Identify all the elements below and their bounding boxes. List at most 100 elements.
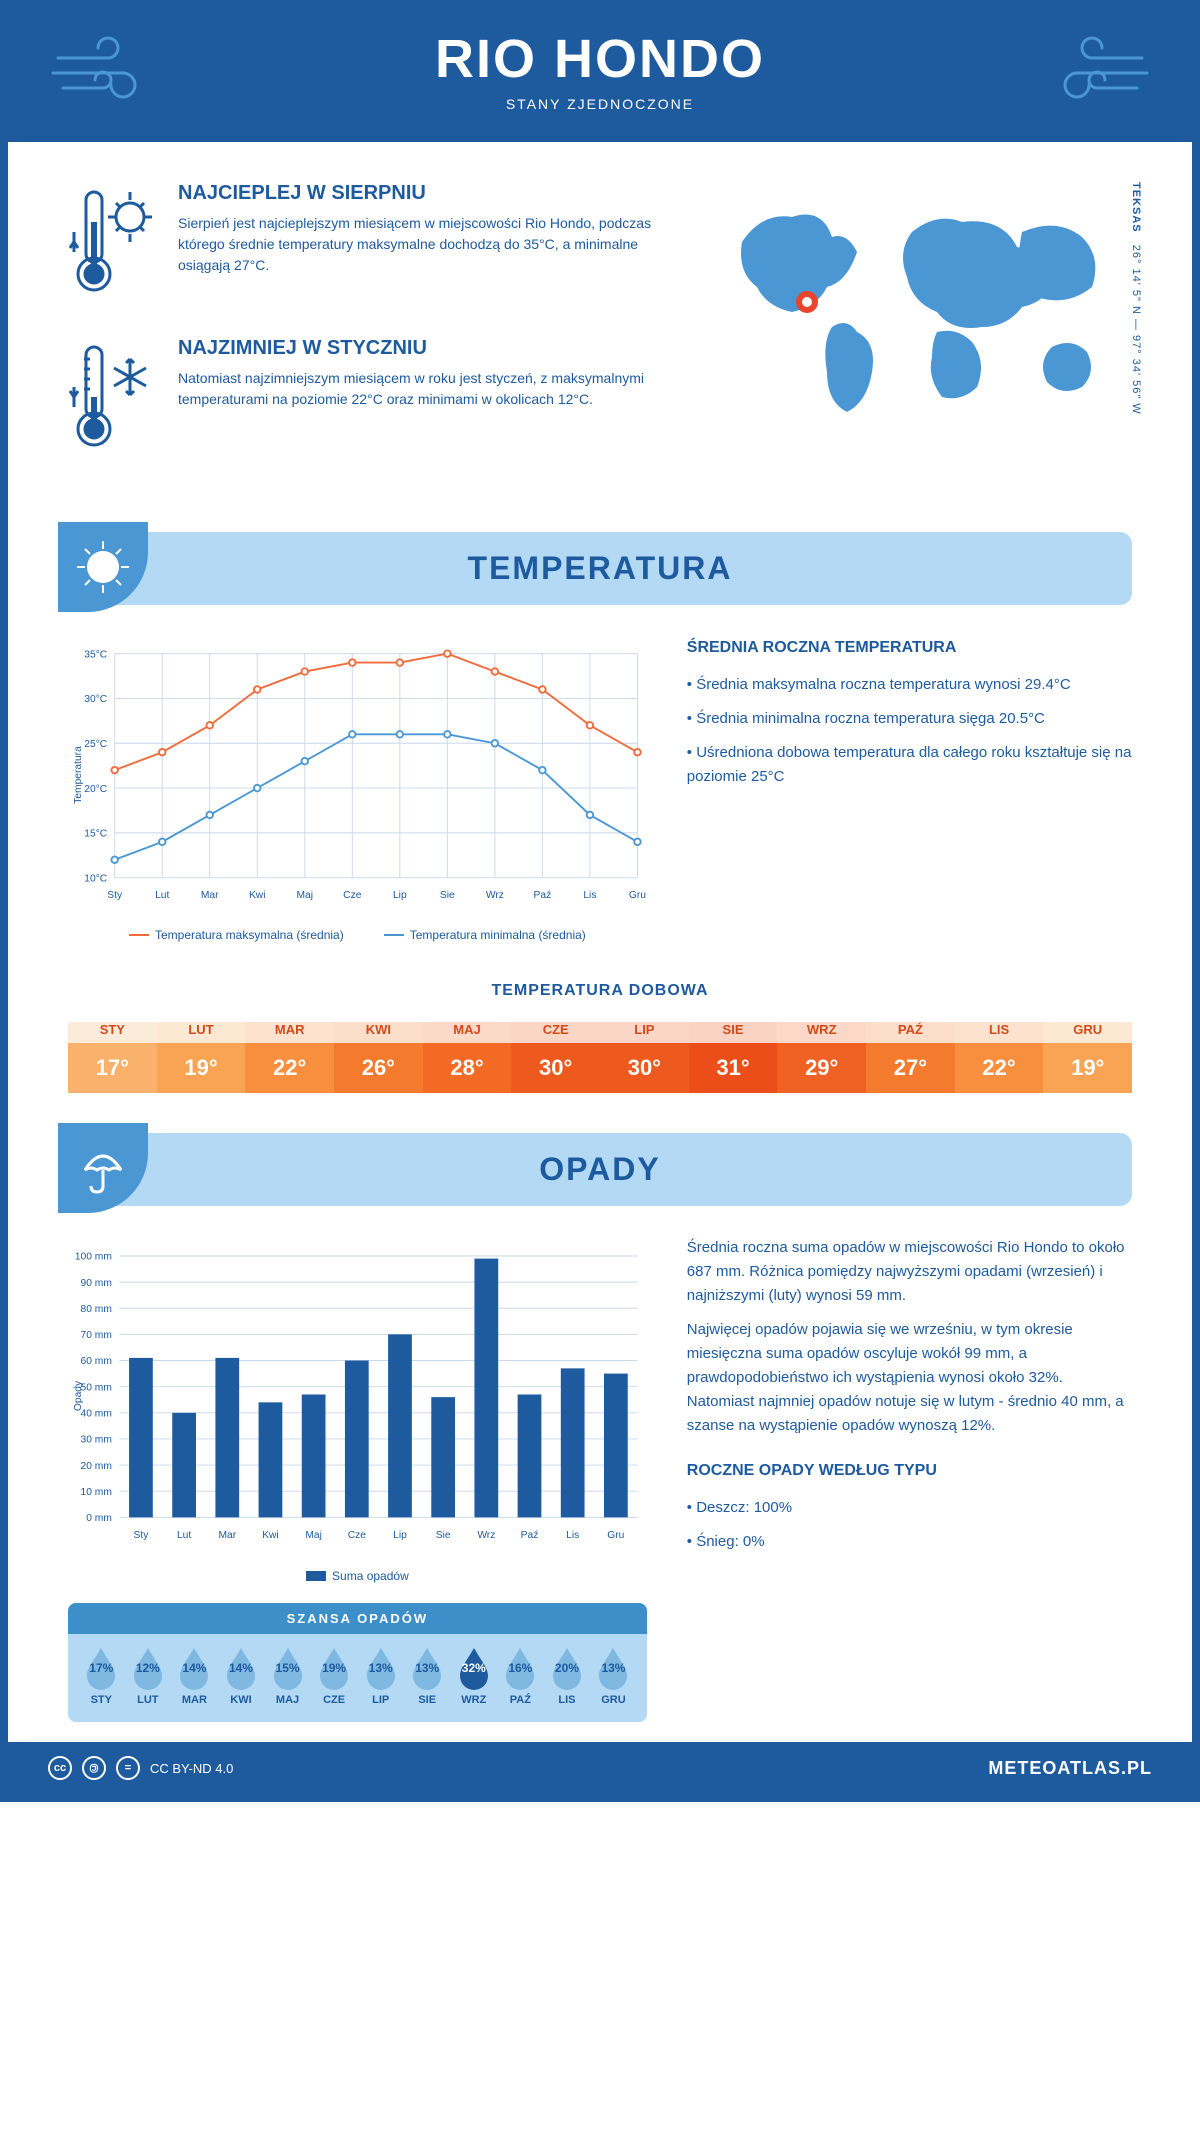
svg-text:Maj: Maj <box>297 890 314 901</box>
svg-text:Wrz: Wrz <box>486 890 504 901</box>
daily-cell: PAŹ 27° <box>866 1012 955 1103</box>
umbrella-icon <box>58 1123 148 1213</box>
daily-cell: SIE 31° <box>689 1012 778 1103</box>
precip-content: 0 mm10 mm20 mm30 mm40 mm50 mm60 mm70 mm8… <box>8 1216 1192 1742</box>
thermometer-cold-icon <box>68 337 158 462</box>
daily-cell: LIS 22° <box>955 1012 1044 1103</box>
chance-drop: 17% STY <box>78 1646 125 1706</box>
svg-text:Lut: Lut <box>155 890 169 901</box>
svg-text:30 mm: 30 mm <box>81 1435 112 1446</box>
svg-text:Opady: Opady <box>73 1380 84 1411</box>
svg-text:Maj: Maj <box>305 1530 322 1541</box>
svg-text:60 mm: 60 mm <box>81 1356 112 1367</box>
license-text: CC BY-ND 4.0 <box>150 1761 233 1776</box>
site-name: METEOATLAS.PL <box>988 1758 1152 1779</box>
svg-text:Sie: Sie <box>436 1530 451 1541</box>
precip-side-text: Średnia roczna suma opadów w miejscowośc… <box>687 1236 1132 1722</box>
svg-text:Paź: Paź <box>534 890 552 901</box>
svg-text:Gru: Gru <box>629 890 646 901</box>
daily-cell: WRZ 29° <box>777 1012 866 1103</box>
svg-text:40 mm: 40 mm <box>81 1409 112 1420</box>
temp-section-title: TEMPERATURA <box>68 550 1132 587</box>
cold-body: Natomiast najzimniejszym miesiącem w rok… <box>178 368 672 410</box>
cold-title: NAJZIMNIEJ W STYCZNIU <box>178 337 672 360</box>
page: RIO HONDO STANY ZJEDNOCZONE NAJCIEPLEJ W… <box>0 0 1200 1802</box>
svg-text:Lut: Lut <box>177 1530 191 1541</box>
header-banner: RIO HONDO STANY ZJEDNOCZONE <box>8 8 1192 142</box>
sun-icon <box>58 522 148 612</box>
world-map: TEKSAS 26° 14' 5" N — 97° 34' 56" W <box>712 182 1132 492</box>
svg-text:Cze: Cze <box>343 890 362 901</box>
hot-body: Sierpień jest najcieplejszym miesiącem w… <box>178 213 672 276</box>
temp-legend: Temperatura maksymalna (średnia) Tempera… <box>68 928 647 942</box>
chance-drop: 16% PAŹ <box>497 1646 544 1706</box>
svg-text:15°C: 15°C <box>84 829 108 840</box>
hot-block: NAJCIEPLEJ W SIERPNIU Sierpień jest najc… <box>68 182 672 307</box>
wind-icon <box>48 28 168 108</box>
temp-content: 10°C15°C20°C25°C30°C35°CStyLutMarKwiMajC… <box>8 615 1192 962</box>
chance-drop: 19% CZE <box>311 1646 358 1706</box>
daily-cell: LIP 30° <box>600 1012 689 1103</box>
svg-text:Lip: Lip <box>393 890 407 901</box>
svg-text:10 mm: 10 mm <box>81 1487 112 1498</box>
daily-cell: LUT 19° <box>157 1012 246 1103</box>
wind-icon <box>1032 28 1152 108</box>
daily-cell: MAR 22° <box>245 1012 334 1103</box>
daily-cell: KWI 26° <box>334 1012 423 1103</box>
footer: cc 🄯 = CC BY-ND 4.0 METEOATLAS.PL <box>8 1742 1192 1794</box>
svg-text:10°C: 10°C <box>84 873 108 884</box>
svg-text:80 mm: 80 mm <box>81 1304 112 1315</box>
svg-text:30°C: 30°C <box>84 694 108 705</box>
chance-drop: 13% LIP <box>357 1646 404 1706</box>
daily-temp-table: STY 17° LUT 19° MAR 22° KWI 26° MAJ 28° … <box>68 1012 1132 1103</box>
svg-text:25°C: 25°C <box>84 739 108 750</box>
coordinates: TEKSAS 26° 14' 5" N — 97° 34' 56" W <box>1130 182 1142 415</box>
svg-text:Gru: Gru <box>607 1530 624 1541</box>
hot-title: NAJCIEPLEJ W SIERPNIU <box>178 182 672 205</box>
svg-text:Mar: Mar <box>218 1530 236 1541</box>
svg-text:90 mm: 90 mm <box>81 1278 112 1289</box>
svg-text:Kwi: Kwi <box>262 1530 279 1541</box>
precip-section-title: OPADY <box>68 1151 1132 1188</box>
svg-text:35°C: 35°C <box>84 649 108 660</box>
chance-drop: 15% MAJ <box>264 1646 311 1706</box>
svg-text:Lis: Lis <box>566 1530 579 1541</box>
precipitation-bar-chart: 0 mm10 mm20 mm30 mm40 mm50 mm60 mm70 mm8… <box>68 1236 647 1556</box>
svg-text:100 mm: 100 mm <box>75 1252 112 1263</box>
daily-temp-title: TEMPERATURA DOBOWA <box>8 982 1192 1000</box>
chance-drop: 14% KWI <box>218 1646 265 1706</box>
page-title: RIO HONDO <box>435 28 765 90</box>
chance-box: SZANSA OPADÓW 17% STY 12% LUT 14% MAR 14… <box>68 1603 647 1722</box>
svg-text:Lis: Lis <box>583 890 596 901</box>
svg-text:Mar: Mar <box>201 890 219 901</box>
daily-cell: MAJ 28° <box>423 1012 512 1103</box>
chance-drop: 13% GRU <box>590 1646 637 1706</box>
page-subtitle: STANY ZJEDNOCZONE <box>435 96 765 112</box>
svg-text:50 mm: 50 mm <box>81 1382 112 1393</box>
svg-text:Sie: Sie <box>440 890 455 901</box>
svg-text:Cze: Cze <box>348 1530 367 1541</box>
chance-title: SZANSA OPADÓW <box>68 1603 647 1634</box>
chance-drop: 12% LUT <box>125 1646 172 1706</box>
cc-icon: cc <box>48 1756 72 1780</box>
chance-drop: 32% WRZ <box>451 1646 498 1706</box>
precip-section-bar: OPADY <box>68 1133 1132 1206</box>
svg-text:Sty: Sty <box>134 1530 150 1541</box>
intro-row: NAJCIEPLEJ W SIERPNIU Sierpień jest najc… <box>8 142 1192 522</box>
temp-side-text: ŚREDNIA ROCZNA TEMPERATURA • Średnia mak… <box>687 635 1132 942</box>
cold-block: NAJZIMNIEJ W STYCZNIU Natomiast najzimni… <box>68 337 672 462</box>
temp-section-bar: TEMPERATURA <box>68 532 1132 605</box>
svg-text:Kwi: Kwi <box>249 890 266 901</box>
svg-text:70 mm: 70 mm <box>81 1330 112 1341</box>
svg-text:Lip: Lip <box>393 1530 407 1541</box>
daily-cell: GRU 19° <box>1043 1012 1132 1103</box>
daily-cell: STY 17° <box>68 1012 157 1103</box>
by-icon: 🄯 <box>82 1756 106 1780</box>
svg-text:Wrz: Wrz <box>477 1530 495 1541</box>
nd-icon: = <box>116 1756 140 1780</box>
precip-legend: Suma opadów <box>68 1569 647 1583</box>
chance-drop: 13% SIE <box>404 1646 451 1706</box>
svg-text:0 mm: 0 mm <box>86 1513 112 1524</box>
svg-text:Paź: Paź <box>521 1530 539 1541</box>
chance-drop: 20% LIS <box>544 1646 591 1706</box>
